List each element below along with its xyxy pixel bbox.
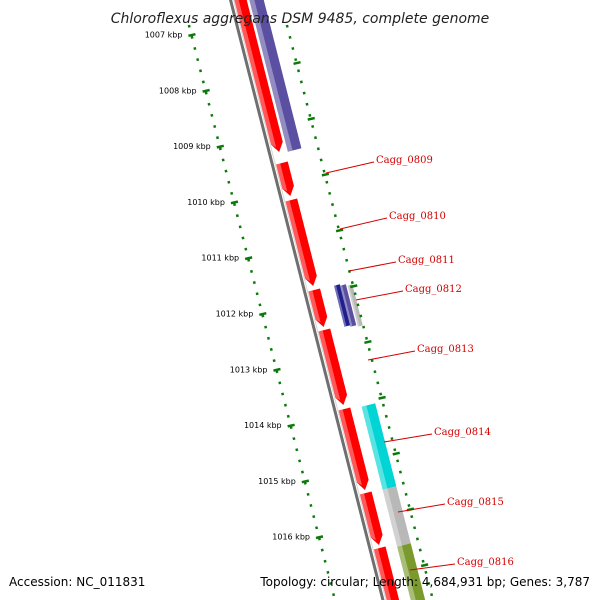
track-layer — [228, 0, 428, 600]
cds-arrow-7-shine — [359, 493, 376, 541]
cds-arrow-7 — [359, 491, 383, 545]
feature-cyan-body — [361, 403, 397, 490]
feature-navy-b — [340, 284, 357, 327]
feature-gray-small — [347, 284, 363, 327]
cds-arrow-8-shine — [373, 548, 393, 600]
tick-label-4: 1010 kbp — [187, 198, 225, 207]
feature-gray-body — [382, 486, 411, 547]
cds-arrow-7-body — [359, 491, 383, 545]
tick-label-5: 1011 kbp — [201, 254, 239, 263]
gene-leader-5 — [367, 350, 416, 361]
feature-cyan — [361, 403, 397, 490]
gene-label-5: Cagg_0813 — [417, 344, 474, 355]
backbone-highlight — [233, 0, 387, 600]
tick-mark-2 — [202, 88, 210, 93]
feature-gray — [382, 486, 411, 547]
tick-label-6: 1012 kbp — [216, 310, 254, 319]
feature-purple-body — [247, 0, 302, 152]
cds-arrow-6-body — [338, 407, 369, 491]
gene-leader-6 — [383, 433, 433, 443]
cds-arrow-4-body — [308, 288, 328, 328]
gene-leader-4 — [355, 290, 404, 301]
feature-olive — [397, 543, 428, 600]
accession-text: Accession: NC_011831 — [9, 575, 145, 589]
tick-mark-7 — [273, 367, 281, 372]
tick-mark-9 — [301, 479, 310, 484]
gene-label-6: Cagg_0814 — [434, 427, 491, 438]
cds-arrow-2 — [276, 161, 294, 197]
cds-arrow-6-shine — [338, 409, 362, 486]
gene-leader-1 — [325, 161, 375, 174]
tick-label-8: 1014 kbp — [244, 421, 282, 430]
feature-gray-small-body — [347, 284, 363, 327]
gene-label-4: Cagg_0812 — [405, 284, 462, 295]
cds-arrow-1 — [232, 0, 283, 152]
tick-layer: 1007 kbp 1008 kbp 1009 kbp 1010 kbp 1011 kbp… — [145, 24, 435, 600]
cds-arrow-4-shine — [308, 290, 321, 323]
backbone-line — [228, 0, 385, 600]
tick-mark-right-2 — [307, 116, 315, 121]
cds-arrow-5-body — [318, 328, 348, 405]
cds-arrow-5-shine — [318, 330, 341, 401]
tick-mark-3 — [216, 144, 225, 149]
cds-arrow-6 — [338, 407, 369, 491]
cds-arrow-4 — [308, 288, 328, 328]
cds-arrow-2-shine — [276, 163, 288, 192]
genome-summary-text: Topology: circular; Length: 4,684,931 bp… — [259, 575, 590, 589]
feature-navy-b-shine — [340, 285, 353, 327]
gene-label-2: Cagg_0810 — [389, 211, 446, 222]
tick-mark-8 — [287, 423, 295, 428]
tick-mark-right-10 — [420, 563, 429, 568]
gene-label-1: Cagg_0809 — [376, 155, 433, 166]
gene-leader-7 — [397, 503, 446, 513]
tick-mark-right-8 — [392, 451, 401, 456]
feature-navy-a-body — [334, 284, 351, 327]
gene-leader-3 — [348, 261, 397, 272]
tick-label-10: 1016 kbp — [272, 533, 310, 542]
tick-label-2: 1008 kbp — [159, 86, 197, 95]
feature-gray-small-shine — [347, 285, 360, 327]
gene-label-3: Cagg_0811 — [398, 255, 455, 266]
tick-label-7: 1013 kbp — [230, 365, 268, 374]
feature-olive-body — [397, 543, 428, 600]
tick-mark-right-5 — [349, 284, 358, 289]
gene-leader-8 — [409, 563, 456, 571]
map-title: Chloroflexus aggregans DSM 9485, complet… — [111, 11, 490, 27]
tick-mark-right-1 — [293, 60, 301, 66]
feature-purple — [247, 0, 302, 152]
gene-leader-2 — [339, 217, 388, 230]
feature-navy-b-body — [340, 284, 357, 327]
tick-mark-4 — [230, 200, 239, 205]
cds-arrow-1-shine — [232, 0, 277, 148]
cds-arrow-8-body — [373, 546, 400, 600]
tick-mark-right-4 — [335, 228, 344, 233]
cds-arrow-3-shine — [285, 200, 311, 282]
cds-arrow-3 — [285, 198, 317, 286]
feature-cyan-shine — [361, 405, 388, 490]
gene-label-7: Cagg_0815 — [447, 497, 504, 508]
tick-label-9: 1015 kbp — [258, 477, 296, 486]
tick-label-1: 1007 kbp — [145, 31, 183, 40]
cds-arrow-1-body — [232, 0, 283, 152]
feature-purple-shine — [247, 0, 293, 152]
label-layer: Cagg_0809 Cagg_0810 Cagg_0811 Cagg_0812 Cagg… — [325, 155, 514, 571]
cds-arrow-2-body — [276, 161, 294, 197]
feature-navy-a-shine — [334, 285, 347, 327]
feature-olive-shine — [397, 545, 419, 600]
tick-mark-right-7 — [378, 395, 386, 400]
tick-mark-6 — [259, 311, 267, 317]
tick-mark-1 — [188, 32, 196, 38]
gene-label-8: Cagg_0816 — [457, 557, 514, 568]
tick-label-3: 1009 kbp — [173, 142, 211, 151]
tick-mark-right-3 — [321, 172, 330, 177]
tick-mark-right-6 — [364, 339, 372, 345]
cds-arrow-5 — [318, 328, 348, 405]
cds-arrow-8 — [373, 546, 400, 600]
cds-arrow-3-body — [285, 198, 317, 286]
tick-mark-5 — [244, 256, 253, 261]
feature-gray-shine — [382, 488, 402, 547]
tick-mark-10 — [315, 535, 324, 540]
feature-navy-a — [334, 284, 351, 327]
